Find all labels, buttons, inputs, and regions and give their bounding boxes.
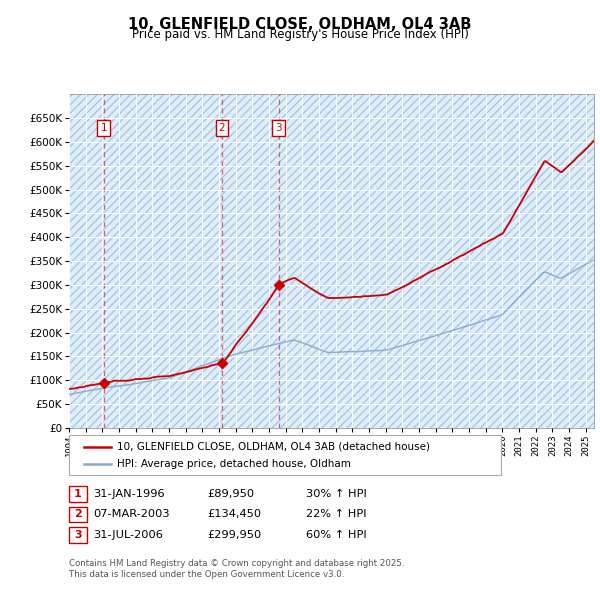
- Text: This data is licensed under the Open Government Licence v3.0.: This data is licensed under the Open Gov…: [69, 570, 344, 579]
- Text: 2: 2: [218, 123, 226, 133]
- Text: 2: 2: [74, 510, 82, 519]
- Text: 1: 1: [74, 489, 82, 499]
- Text: Contains HM Land Registry data © Crown copyright and database right 2025.: Contains HM Land Registry data © Crown c…: [69, 559, 404, 568]
- Text: 3: 3: [275, 123, 282, 133]
- Text: 07-MAR-2003: 07-MAR-2003: [93, 510, 170, 519]
- Text: £89,950: £89,950: [207, 489, 254, 499]
- Text: 31-JAN-1996: 31-JAN-1996: [93, 489, 164, 499]
- Text: 3: 3: [74, 530, 82, 540]
- Text: 1: 1: [100, 123, 107, 133]
- Text: 30% ↑ HPI: 30% ↑ HPI: [306, 489, 367, 499]
- Text: 22% ↑ HPI: 22% ↑ HPI: [306, 510, 367, 519]
- Text: 10, GLENFIELD CLOSE, OLDHAM, OL4 3AB (detached house): 10, GLENFIELD CLOSE, OLDHAM, OL4 3AB (de…: [117, 442, 430, 452]
- Text: 31-JUL-2006: 31-JUL-2006: [93, 530, 163, 540]
- Text: £299,950: £299,950: [207, 530, 261, 540]
- Text: 10, GLENFIELD CLOSE, OLDHAM, OL4 3AB: 10, GLENFIELD CLOSE, OLDHAM, OL4 3AB: [128, 17, 472, 31]
- Text: HPI: Average price, detached house, Oldham: HPI: Average price, detached house, Oldh…: [117, 458, 351, 468]
- Text: 60% ↑ HPI: 60% ↑ HPI: [306, 530, 367, 540]
- Text: £134,450: £134,450: [207, 510, 261, 519]
- Text: Price paid vs. HM Land Registry's House Price Index (HPI): Price paid vs. HM Land Registry's House …: [131, 28, 469, 41]
